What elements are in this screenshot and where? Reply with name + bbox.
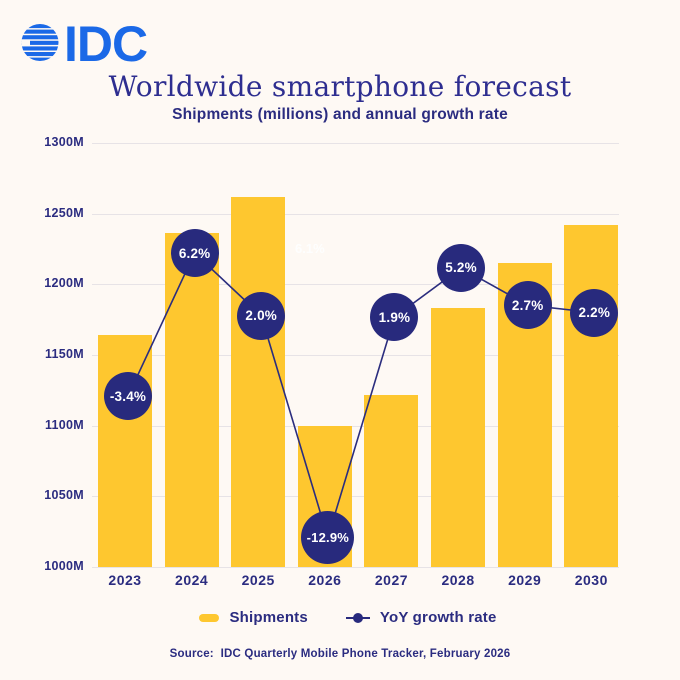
gridline (92, 213, 619, 215)
chart-title: Worldwide smartphone forecast (108, 70, 572, 103)
shipments-bar-2027 (364, 394, 419, 567)
legend-item-growth: YoY growth rate (345, 609, 497, 626)
y-axis-tick: 1250M (44, 205, 84, 220)
x-axis-label-2028: 2028 (441, 572, 475, 588)
source-note: Source: IDC Quarterly Mobile Phone Track… (169, 648, 511, 660)
growth-marker-2027: 1.9% (370, 293, 419, 342)
ghost-label: 6.1% (295, 241, 325, 256)
line-dot-icon (345, 612, 370, 623)
idc-logo: IDC (21, 23, 148, 63)
shipments-bar-2030 (564, 224, 619, 567)
y-axis-tick: 1050M (44, 488, 84, 503)
growth-marker-2030: 2.2% (570, 288, 619, 337)
shipments-bar-2028 (431, 308, 486, 567)
x-axis-label-2023: 2023 (108, 572, 142, 588)
x-axis-label-2025: 2025 (241, 572, 275, 588)
shipments-bar-2024 (164, 233, 219, 567)
idc-wordmark: IDC (64, 23, 147, 63)
gridline (92, 567, 619, 568)
legend-label-growth: YoY growth rate (379, 609, 497, 626)
y-axis-tick: 1100M (44, 417, 84, 432)
growth-marker-2024: 6.2% (170, 229, 219, 278)
y-axis-tick: 1200M (44, 276, 84, 291)
shipments-swatch-icon (199, 613, 220, 622)
legend: Shipments YoY growth rate (8, 609, 680, 626)
striped-globe-icon (21, 24, 59, 61)
shipments-bar-2025 (231, 196, 286, 567)
chart-subtitle: Shipments (millions) and annual growth r… (172, 106, 508, 123)
x-axis-label-2027: 2027 (374, 572, 409, 588)
x-axis-label-2026: 2026 (308, 572, 342, 588)
x-axis-label-2024: 2024 (175, 572, 209, 588)
legend-label-shipments: Shipments (229, 609, 308, 626)
y-axis-tick: 1000M (44, 559, 84, 573)
legend-item-shipments: Shipments (199, 609, 308, 626)
x-axis-label-2030: 2030 (574, 572, 608, 588)
growth-marker-2028: 5.2% (437, 243, 486, 292)
growth-marker-2025: 2.0% (237, 291, 286, 340)
growth-marker-2026: -12.9% (301, 511, 355, 565)
growth-marker-2023: -3.4% (104, 372, 152, 421)
y-axis-tick: 1150M (44, 347, 84, 361)
shipments-bar-2023 (98, 335, 152, 567)
y-axis-tick: 1300M (44, 135, 84, 149)
gridline (92, 143, 619, 144)
growth-marker-2029: 2.7% (503, 281, 552, 330)
x-axis-label-2029: 2029 (508, 572, 542, 588)
